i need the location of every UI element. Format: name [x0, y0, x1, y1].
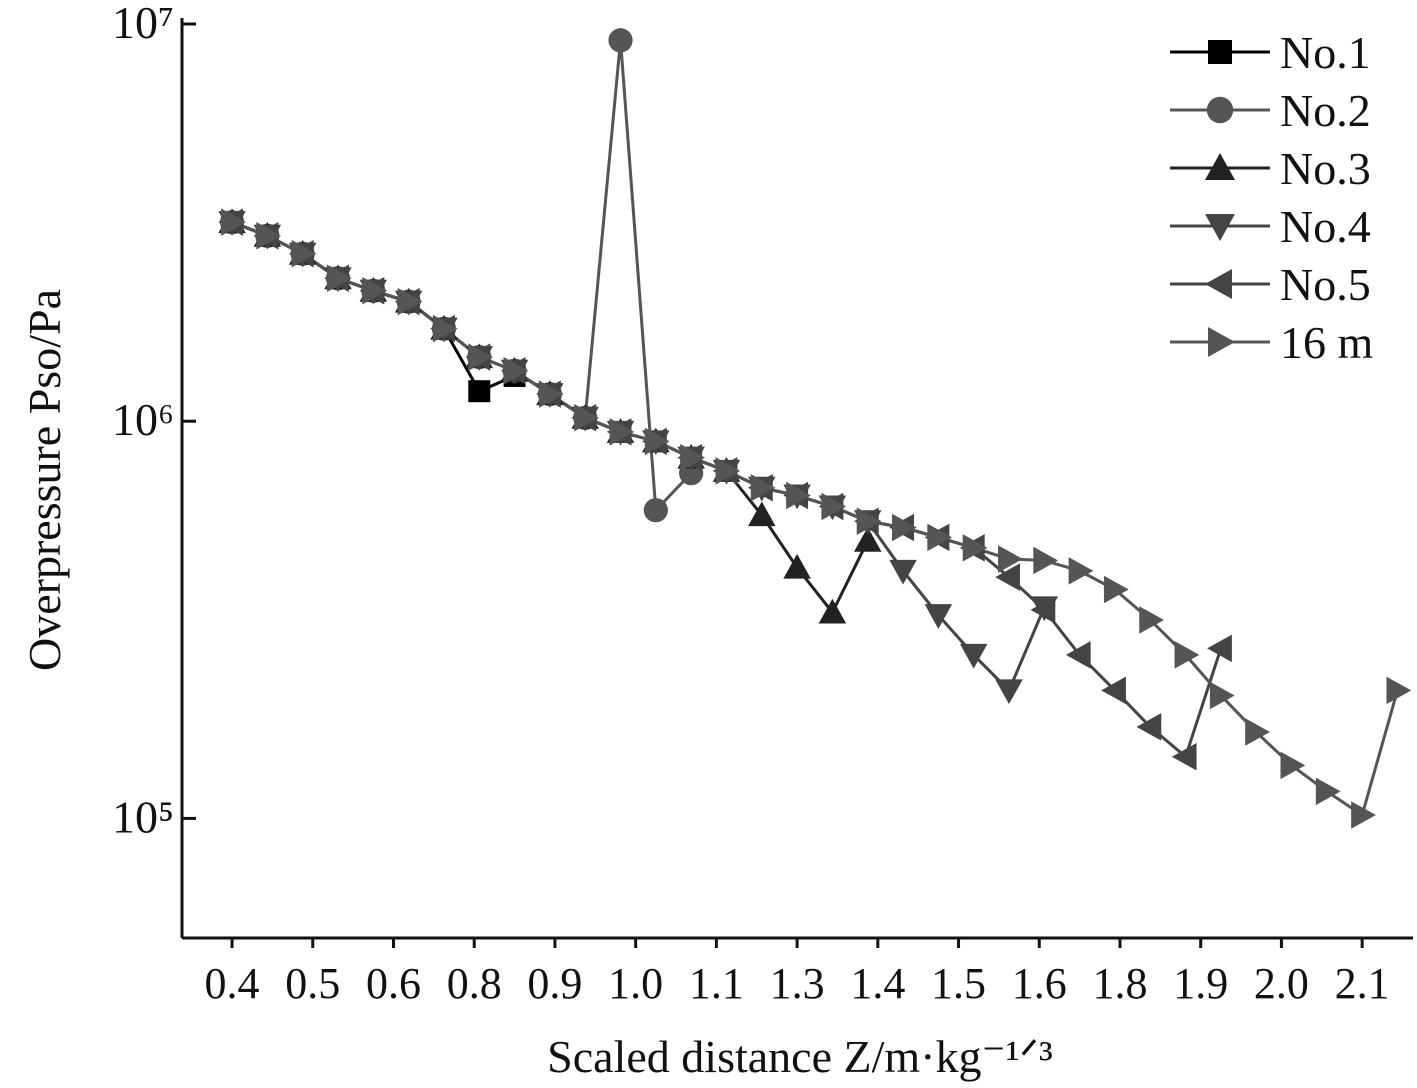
marker	[995, 563, 1020, 591]
marker	[643, 498, 668, 523]
legend-label: 16 m	[1280, 317, 1374, 368]
marker	[680, 443, 705, 472]
marker	[432, 314, 458, 343]
x-tick-label: 0.9	[527, 959, 582, 1008]
marker	[1245, 718, 1270, 746]
marker	[1280, 751, 1306, 780]
marker	[853, 527, 882, 552]
marker	[1174, 641, 1200, 669]
marker	[1351, 801, 1376, 829]
x-tick-label: 1.0	[608, 959, 663, 1008]
x-tick-label: 2.1	[1335, 959, 1390, 1008]
marker	[1136, 713, 1162, 741]
marker	[1205, 153, 1235, 180]
x-tick-label: 0.8	[447, 959, 502, 1008]
marker	[750, 473, 776, 502]
marker	[608, 28, 633, 53]
marker	[786, 481, 811, 510]
marker	[1101, 676, 1126, 705]
y-axis-label: Overpressure Pso/Pa	[19, 289, 70, 671]
marker	[1315, 777, 1341, 806]
marker	[818, 598, 847, 624]
marker	[1208, 327, 1235, 357]
x-tick-label: 1.8	[1092, 959, 1147, 1008]
x-tick-label: 2.0	[1254, 959, 1309, 1008]
marker	[1033, 546, 1059, 575]
y-tick-label: 10⁶	[112, 394, 174, 445]
marker	[962, 534, 988, 562]
marker	[326, 264, 352, 293]
marker	[1205, 269, 1232, 299]
marker	[959, 643, 988, 669]
marker	[856, 507, 882, 535]
marker	[1205, 214, 1235, 241]
marker	[1171, 742, 1197, 771]
x-axis-label: Scaled distance Z/m·kg⁻¹ᐟ³	[547, 1031, 1053, 1082]
marker	[1068, 557, 1094, 585]
series-line	[231, 220, 1399, 818]
marker	[715, 457, 741, 485]
marker	[1386, 676, 1412, 705]
marker	[748, 501, 776, 527]
marker	[468, 343, 494, 371]
legend-label: No.1	[1280, 27, 1371, 78]
x-tick-label: 1.9	[1173, 959, 1228, 1008]
marker	[256, 222, 282, 250]
marker	[468, 380, 491, 403]
marker	[503, 356, 529, 385]
x-tick-label: 0.5	[285, 959, 340, 1008]
marker	[927, 523, 953, 552]
marker	[1103, 575, 1129, 604]
legend-label: No.3	[1280, 143, 1371, 194]
marker	[1206, 96, 1234, 124]
x-tick-label: 1.4	[850, 959, 905, 1008]
x-tick-label: 1.5	[931, 959, 986, 1008]
marker	[1207, 634, 1232, 663]
marker	[574, 404, 599, 432]
marker	[221, 208, 246, 236]
marker	[1139, 606, 1165, 634]
y-tick-label: 10⁵	[112, 791, 174, 842]
x-tick-label: 1.3	[770, 959, 825, 1008]
x-tick-label: 1.1	[689, 959, 744, 1008]
legend-label: No.4	[1280, 201, 1371, 252]
x-tick-label: 0.6	[366, 959, 421, 1008]
legend-label: No.2	[1280, 85, 1371, 136]
marker	[924, 604, 953, 629]
marker	[397, 287, 423, 316]
marker	[1030, 596, 1056, 624]
series-line	[231, 220, 1223, 760]
marker	[783, 553, 811, 579]
x-tick-label: 0.4	[205, 959, 260, 1008]
x-tick-label: 1.6	[1012, 959, 1067, 1008]
marker	[644, 427, 670, 456]
y-tick-label: 10⁷	[112, 0, 174, 48]
marker	[892, 513, 917, 542]
marker	[1065, 641, 1091, 669]
marker	[1209, 681, 1235, 710]
marker	[889, 559, 917, 585]
marker	[291, 239, 317, 268]
marker	[1208, 40, 1232, 64]
marker	[997, 545, 1023, 573]
marker	[538, 380, 564, 408]
marker	[609, 418, 635, 446]
marker	[995, 679, 1023, 705]
marker	[821, 492, 847, 521]
marker	[362, 277, 388, 305]
legend-label: No.5	[1280, 259, 1371, 310]
